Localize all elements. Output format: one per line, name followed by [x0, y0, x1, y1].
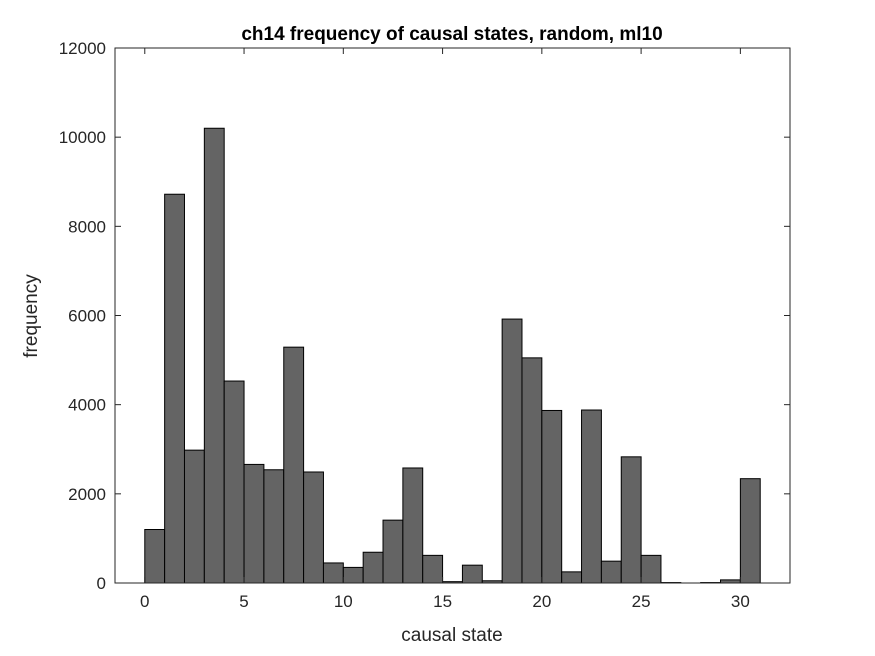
y-tick-label: 12000 [59, 39, 106, 58]
histogram-bar [422, 554, 444, 584]
histogram-bar [223, 380, 245, 584]
x-tick-label: 25 [632, 592, 651, 611]
histogram-bar [263, 469, 285, 584]
y-axis-label: frequency [21, 274, 42, 358]
x-tick-label: 20 [532, 592, 551, 611]
x-tick-label: 0 [140, 592, 149, 611]
y-tick-label: 8000 [68, 217, 106, 236]
histogram-bar [303, 471, 324, 584]
axes-group: 0 5 10 15 20 25 30 0 2000 4000 6000 8000 10000 12000 [59, 39, 791, 611]
histogram-bar [203, 127, 225, 584]
histogram-bar [600, 560, 622, 584]
histogram-bar [501, 318, 523, 584]
x-tick-label: 10 [334, 592, 353, 611]
x-tick-label: 15 [433, 592, 452, 611]
histogram-bar [283, 346, 305, 584]
histogram-bar [461, 564, 483, 584]
histogram-bar [362, 551, 384, 584]
x-tick-label: 5 [239, 592, 248, 611]
histogram-bar [620, 456, 642, 584]
y-tick-label: 6000 [68, 307, 106, 326]
histogram-bar [640, 554, 662, 584]
histogram-bar [164, 193, 185, 584]
histogram-bar [541, 409, 563, 584]
histogram-bar [342, 566, 364, 584]
histogram-bar [521, 357, 543, 584]
y-tick-label: 2000 [68, 485, 106, 504]
chart-title: ch14 frequency of causal states, random,… [241, 24, 662, 45]
histogram-bar [183, 449, 205, 584]
y-tick-label: 10000 [59, 128, 106, 147]
y-tick-label: 4000 [68, 396, 106, 415]
histogram-bar [581, 409, 602, 584]
histogram-bar [739, 478, 761, 584]
x-axis-label: causal state [401, 625, 502, 646]
histogram-bar [561, 571, 583, 584]
histogram-bar [402, 467, 424, 584]
histogram-bar [382, 519, 404, 584]
histogram-bar [144, 529, 166, 584]
bars-group [144, 127, 761, 584]
histogram-bar [243, 463, 265, 584]
x-tick-label: 30 [731, 592, 750, 611]
histogram-bar [322, 562, 344, 584]
y-tick-label: 0 [97, 574, 106, 593]
